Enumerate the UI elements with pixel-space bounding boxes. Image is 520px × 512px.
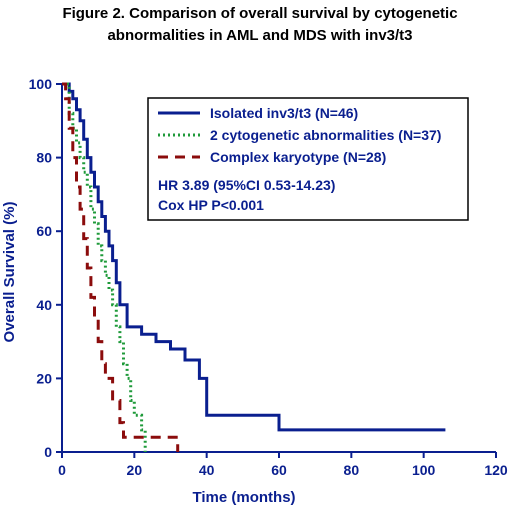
annotation-1: HR 3.89 (95%CI 0.53-14.23) (158, 177, 335, 193)
legend-label-3: Complex karyotype (N=28) (210, 149, 386, 165)
y-tick-label: 40 (36, 297, 52, 313)
x-tick-label: 120 (484, 462, 508, 478)
y-axis-title: Overall Survival (%) (1, 202, 18, 343)
y-tick-label: 20 (36, 370, 52, 386)
legend: Isolated inv3/t3 (N=46) 2 cytogenetic abn… (147, 97, 469, 221)
y-tick-label: 0 (44, 444, 52, 460)
y-tick-label: 60 (36, 223, 52, 239)
x-tick-label: 60 (271, 462, 287, 478)
x-tick-label: 0 (58, 462, 66, 478)
chart-title-line-1: Figure 2. Comparison of overall survival… (62, 5, 458, 22)
x-axis-title: Time (months) (192, 489, 295, 506)
x-tick-label: 80 (344, 462, 360, 478)
series-line-3 (62, 82, 180, 452)
chart-title: Figure 2. Comparison of overall survival… (0, 3, 520, 47)
legend-label-2: 2 cytogenetic abnormalities (N=37) (210, 127, 441, 143)
x-tick-label: 100 (412, 462, 436, 478)
series-line-1 (62, 82, 446, 432)
y-tick-label: 100 (29, 76, 53, 92)
x-tick-label: 40 (199, 462, 215, 478)
x-tick-label: 20 (127, 462, 143, 478)
y-tick-label: 80 (36, 150, 52, 166)
series-line-2 (62, 82, 147, 452)
annotation-2: Cox HP P<0.001 (158, 197, 264, 213)
legend-box (147, 97, 469, 221)
chart-title-line-2: abnormalities in AML and MDS with inv3/t… (107, 27, 413, 44)
legend-label-1: Isolated inv3/t3 (N=46) (210, 105, 358, 121)
series-group (62, 82, 446, 452)
axes: 0 20 40 60 80 100 120 0 20 40 60 80 100 Time (months)… (1, 76, 508, 506)
